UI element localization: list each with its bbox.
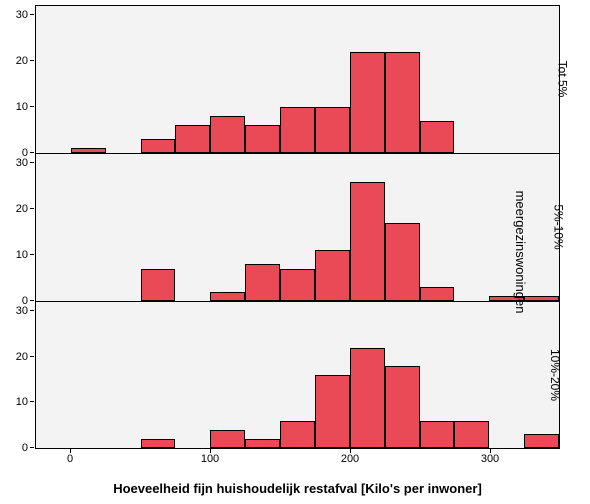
histogram-bar: [350, 182, 385, 301]
histogram-bar: [175, 125, 210, 153]
y-tickmark: [30, 152, 34, 153]
histogram-bar: [350, 52, 385, 153]
right-axis-label: meergezinswoningen: [513, 191, 528, 314]
x-tick-label: 200: [341, 453, 359, 465]
y-tickmark: [30, 14, 34, 15]
y-tickmark: [30, 447, 34, 448]
x-axis: Hoeveelheid fijn huishoudelijk restafval…: [35, 449, 560, 504]
histogram-bar: [141, 139, 176, 153]
histogram-bar: [420, 421, 455, 448]
histogram-bar: [385, 223, 420, 301]
histogram-bar: [280, 269, 315, 301]
y-tick-label: 30: [6, 9, 28, 21]
x-tick-label: 0: [67, 453, 73, 465]
y-tickmark: [30, 310, 34, 311]
chart-panel: 01020305%-10%: [35, 153, 560, 301]
histogram-bar: [280, 421, 315, 448]
y-tickmark: [30, 60, 34, 61]
y-tick-label: 20: [6, 351, 28, 363]
y-tick-label: 30: [6, 157, 28, 169]
y-tick-label: 20: [6, 55, 28, 67]
chart-panels: 0102030Tot 5%01020305%-10%010203010%-20%: [35, 5, 560, 449]
histogram-bar: [141, 269, 176, 301]
histogram-bar: [315, 375, 350, 448]
y-tickmark: [30, 356, 34, 357]
histogram-bar: [315, 250, 350, 301]
chart-panel: 010203010%-20%: [35, 301, 560, 449]
x-tick-label: 100: [201, 453, 219, 465]
histogram-bar: [454, 421, 489, 448]
y-tick-label: 10: [6, 101, 28, 113]
panel-facet-label: 10%-20%: [548, 349, 562, 401]
histogram-bar: [245, 125, 280, 153]
histogram-bar: [420, 287, 455, 301]
chart-container: 0102030Tot 5%01020305%-10%010203010%-20%…: [0, 0, 590, 504]
x-tick-label: 300: [481, 453, 499, 465]
panel-facet-label: 5%-10%: [551, 205, 565, 250]
histogram-bar: [245, 264, 280, 301]
y-tickmark: [30, 300, 34, 301]
plot-area: [36, 154, 559, 301]
y-ticks: 0102030: [6, 6, 34, 153]
histogram-bar: [350, 348, 385, 448]
x-axis-label: Hoeveelheid fijn huishoudelijk restafval…: [35, 481, 560, 496]
histogram-bar: [420, 121, 455, 153]
y-tick-label: 10: [6, 249, 28, 261]
plot-area: [36, 6, 559, 153]
histogram-bar: [245, 439, 280, 448]
y-ticks: 0102030: [6, 154, 34, 301]
y-tick-label: 10: [6, 396, 28, 408]
histogram-bar: [315, 107, 350, 153]
histogram-bar: [524, 434, 559, 448]
histogram-bar: [210, 430, 245, 448]
panel-facet-label: Tot 5%: [556, 61, 570, 98]
histogram-bar: [280, 107, 315, 153]
y-tickmark: [30, 401, 34, 402]
histogram-bar: [210, 292, 245, 301]
y-tick-label: 20: [6, 203, 28, 215]
plot-area: [36, 302, 559, 448]
y-tickmark: [30, 106, 34, 107]
histogram-bar: [141, 439, 176, 448]
y-tick-label: 0: [6, 442, 28, 454]
histogram-bar: [385, 52, 420, 153]
histogram-bar: [210, 116, 245, 153]
y-ticks: 0102030: [6, 302, 34, 448]
y-tickmark: [30, 208, 34, 209]
y-tickmark: [30, 254, 34, 255]
chart-panel: 0102030Tot 5%: [35, 5, 560, 153]
y-tickmark: [30, 162, 34, 163]
y-tick-label: 30: [6, 305, 28, 317]
histogram-bar: [385, 366, 420, 448]
